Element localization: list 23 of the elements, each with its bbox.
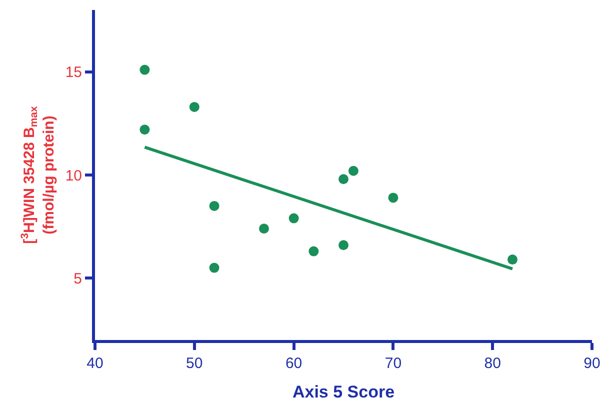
point [308,246,319,256]
point [140,64,150,75]
point [507,254,518,265]
y-tick-label: 10 [65,167,82,184]
point [189,102,200,112]
point [258,224,269,234]
point [140,124,150,135]
y-tick-label: 15 [65,64,82,82]
point [209,262,220,273]
point [209,200,220,211]
x-tick-label: 90 [584,355,600,372]
point [388,192,398,203]
x-axis-title: Axis 5 Score [292,382,395,402]
y-tick-label: 5 [74,270,82,288]
x-tick-label: 60 [285,355,302,372]
point [348,166,358,176]
x-tick-label: 40 [86,355,104,372]
x-tick-label: 50 [186,355,203,372]
point [338,174,348,184]
x-tick-label: 70 [384,355,402,372]
point [338,240,348,250]
x-tick-label: 80 [484,355,501,372]
point [288,213,299,224]
